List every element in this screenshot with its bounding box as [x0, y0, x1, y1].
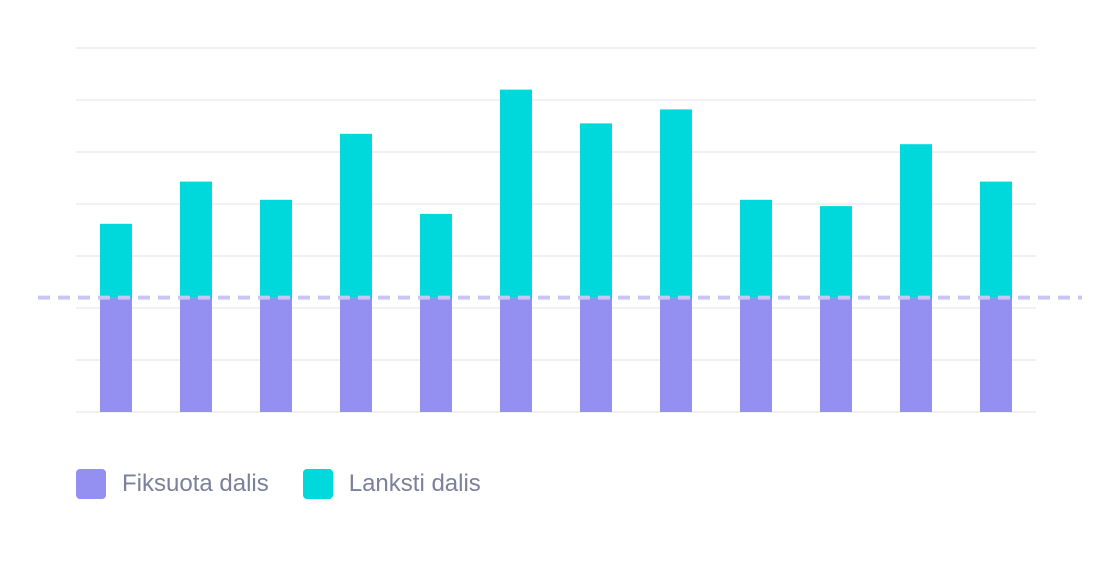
bars	[100, 89, 1012, 412]
bar-flexible-segment	[740, 199, 772, 298]
bar-flexible-segment	[980, 181, 1012, 298]
bar-flexible-segment	[500, 89, 532, 298]
bar-fixed-segment	[100, 297, 132, 412]
legend-item-fixed: Fiksuota dalis	[76, 469, 269, 499]
gridlines	[76, 47, 1036, 413]
legend-label-flexible: Lanksti dalis	[348, 470, 481, 497]
legend: Fiksuota dalis Lanksti dalis	[76, 469, 515, 499]
bar-fixed-segment	[180, 297, 212, 412]
bar-fixed-segment	[340, 297, 372, 412]
bar-flexible-segment	[420, 213, 452, 298]
legend-item-flexible: Lanksti dalis	[302, 469, 481, 499]
bar-flexible-segment	[340, 133, 372, 298]
bar-fixed-segment	[900, 297, 932, 412]
bar-flexible-segment	[260, 199, 292, 298]
bar-fixed-segment	[580, 297, 612, 412]
bar-fixed-segment	[740, 297, 772, 412]
bar-fixed-segment	[420, 297, 452, 412]
bar-fixed-segment	[980, 297, 1012, 412]
bar-flexible-segment	[820, 206, 852, 298]
bar-flexible-segment	[900, 144, 932, 298]
legend-label-fixed: Fiksuota dalis	[122, 470, 269, 497]
bar-flexible-segment	[660, 109, 692, 298]
bar-fixed-segment	[500, 297, 532, 412]
bar-fixed-segment	[260, 297, 292, 412]
bar-fixed-segment	[660, 297, 692, 412]
bar-flexible-segment	[100, 223, 132, 298]
bar-flexible-segment	[180, 181, 212, 298]
legend-swatch-flexible	[302, 469, 333, 499]
bar-flexible-segment	[580, 123, 612, 298]
bar-fixed-segment	[820, 297, 852, 412]
legend-swatch-fixed	[76, 469, 106, 499]
